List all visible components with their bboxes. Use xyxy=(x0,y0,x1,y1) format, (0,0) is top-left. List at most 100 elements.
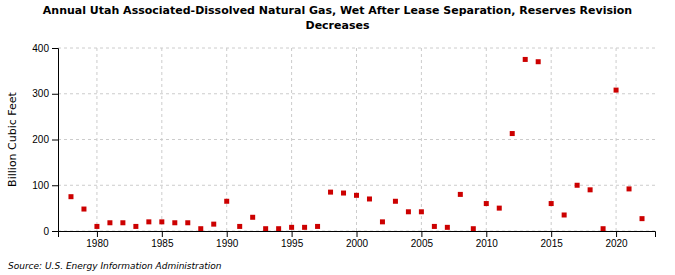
x-tick: 2020 xyxy=(605,231,628,249)
point xyxy=(263,226,268,231)
y-tick: 300 xyxy=(32,88,58,99)
y-tick-label: 0 xyxy=(43,226,49,237)
y-tick: 100 xyxy=(32,180,58,191)
x-tick-label: 1990 xyxy=(216,238,239,249)
point xyxy=(211,222,216,227)
point xyxy=(380,219,385,224)
point xyxy=(185,220,190,225)
x-tick: 2005 xyxy=(411,231,434,249)
point xyxy=(640,216,645,221)
y-axis: 0 100 200 300 400 xyxy=(32,43,58,237)
grid xyxy=(58,48,655,231)
y-tick-mark xyxy=(52,140,58,141)
point xyxy=(172,220,177,225)
y-tick: 400 xyxy=(32,43,58,54)
y-tick-label: 400 xyxy=(32,43,49,54)
x-tick: 1985 xyxy=(151,231,174,249)
plot: 1980 1985 1990 1995 2000 2005 2010 2015 2020 0 100… xyxy=(32,43,655,249)
y-axis-line xyxy=(52,49,59,232)
y-tick-label: 100 xyxy=(32,180,49,191)
x-tick-label: 1980 xyxy=(86,238,109,249)
point xyxy=(406,209,411,214)
grid-line-x xyxy=(356,48,357,231)
y-tick-label: 300 xyxy=(32,88,49,99)
point xyxy=(68,194,73,199)
point xyxy=(484,201,489,206)
x-tick-label: 2005 xyxy=(411,238,434,249)
x-tick-label: 1985 xyxy=(151,238,174,249)
x-tick-label: 1995 xyxy=(281,238,304,249)
x-tick-mark xyxy=(357,231,358,237)
point xyxy=(276,226,281,231)
y-tick-label: 200 xyxy=(32,134,49,145)
point xyxy=(445,225,450,230)
point xyxy=(198,226,203,231)
point xyxy=(575,183,580,188)
y-axis-title: Billion Cubic Feet xyxy=(6,91,19,186)
x-tick-mark xyxy=(486,231,487,237)
point xyxy=(497,206,502,211)
point xyxy=(562,212,567,217)
point xyxy=(601,226,606,231)
grid-line-x xyxy=(96,48,97,231)
x-tick-mark xyxy=(162,231,163,237)
grid-line-x xyxy=(421,48,422,231)
point xyxy=(627,186,632,191)
x-tick: 2010 xyxy=(476,231,499,249)
point xyxy=(81,207,86,212)
x-tick-label: 2010 xyxy=(476,238,499,249)
y-tick-mark xyxy=(52,94,58,95)
point xyxy=(354,193,359,198)
x-tick-mark xyxy=(97,231,98,237)
x-tick-label: 2015 xyxy=(541,238,564,249)
point xyxy=(289,225,294,230)
x-tick-label: 2000 xyxy=(346,238,369,249)
point xyxy=(133,224,138,229)
grid-line-x xyxy=(291,48,292,231)
point xyxy=(250,215,255,220)
x-tick: 1995 xyxy=(281,231,304,249)
x-tick: 2015 xyxy=(541,231,564,249)
point xyxy=(367,196,372,201)
y-tick: 0 xyxy=(43,226,58,237)
x-tick-mark xyxy=(292,231,293,237)
title: Annual Utah Associated-Dissolved Natural… xyxy=(43,4,632,32)
x-tick-mark xyxy=(551,231,552,237)
y-tick-mark xyxy=(52,185,58,186)
point xyxy=(224,199,229,204)
point xyxy=(328,190,333,195)
point xyxy=(94,224,99,229)
grid-line-x xyxy=(161,48,162,231)
x-axis-line xyxy=(59,232,656,238)
source: Source: U.S. Energy Information Administ… xyxy=(8,261,222,271)
point xyxy=(302,225,307,230)
x-tick: 2000 xyxy=(346,231,369,249)
grid-line-x xyxy=(616,48,617,231)
point xyxy=(588,187,593,192)
point xyxy=(159,219,164,224)
x-axis: 1980 1985 1990 1995 2000 2005 2010 2015 2020 xyxy=(59,231,656,249)
y-tick-mark xyxy=(52,48,58,49)
grid-line-y xyxy=(58,185,655,186)
x-tick-mark xyxy=(227,231,228,237)
x-tick-mark xyxy=(421,231,422,237)
x-tick: 1980 xyxy=(86,231,109,249)
x-tick: 1990 xyxy=(216,231,239,249)
point xyxy=(419,209,424,214)
x-tick-label: 2020 xyxy=(605,238,628,249)
point xyxy=(523,57,528,62)
point xyxy=(146,219,151,224)
point xyxy=(510,131,515,136)
point xyxy=(614,88,619,93)
y-tick: 200 xyxy=(32,134,58,145)
point xyxy=(237,224,242,229)
point xyxy=(107,220,112,225)
point xyxy=(393,199,398,204)
chart: 1980 1985 1990 1995 2000 2005 2010 2015 2020 0 100… xyxy=(0,0,675,275)
point xyxy=(120,220,125,225)
point xyxy=(315,224,320,229)
point xyxy=(549,201,554,206)
y-tick-mark xyxy=(52,231,58,232)
grid-line-y xyxy=(58,93,655,94)
point xyxy=(458,192,463,197)
